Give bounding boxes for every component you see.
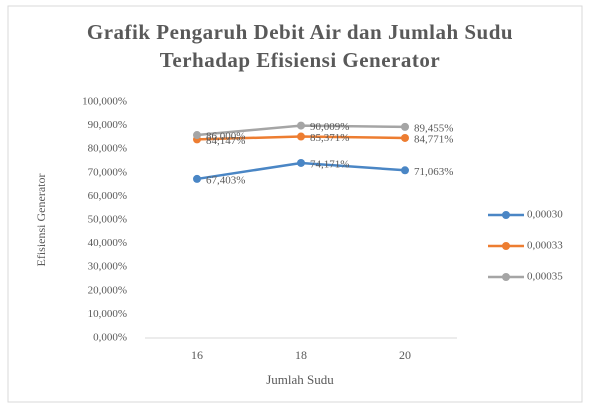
data-point: [297, 132, 305, 141]
y-tick-label: 50,000%: [88, 214, 127, 226]
y-tick-label: 30,000%: [88, 261, 127, 273]
y-tick-label: 10,000%: [88, 308, 127, 320]
x-axis-label: Jumlah Sudu: [266, 372, 334, 387]
data-point: [297, 158, 305, 167]
data-label: 84,771%: [414, 133, 453, 145]
legend-marker: [502, 211, 510, 219]
data-point: [193, 174, 201, 183]
data-label: 90,009%: [310, 121, 349, 133]
chart-title: Grafik Pengaruh Debit Air dan Jumlah Sud…: [86, 20, 514, 72]
x-tick-label: 16: [191, 348, 203, 362]
data-point: [401, 122, 409, 131]
data-label: 86,000%: [206, 131, 245, 143]
y-tick-label: 80,000%: [88, 143, 127, 155]
y-tick-label: 40,000%: [88, 237, 127, 249]
data-label: 85,371%: [310, 132, 349, 144]
x-tick-label: 18: [295, 348, 307, 362]
data-point: [193, 131, 201, 140]
y-tick-label: 90,000%: [88, 119, 127, 131]
y-tick-label: 70,000%: [88, 166, 127, 178]
legend-label: 0,00035: [527, 271, 563, 283]
legend-marker: [502, 273, 510, 281]
legend-marker: [502, 242, 510, 250]
data-point: [297, 121, 305, 130]
data-point: [401, 166, 409, 175]
legend-label: 0,00030: [527, 209, 563, 221]
legend-label: 0,00033: [527, 240, 563, 252]
chart-border: [7, 5, 583, 403]
y-tick-label: 20,000%: [88, 284, 127, 296]
x-tick-label: 20: [399, 348, 411, 362]
y-axis-label: Efisiensi Generator: [34, 174, 48, 267]
data-label: 67,403%: [206, 174, 245, 186]
y-tick-label: 60,000%: [88, 190, 127, 202]
data-label: 89,455%: [414, 122, 453, 134]
data-label: 74,171%: [310, 158, 349, 170]
data-label: 84,147%: [206, 135, 245, 147]
data-label: 71,063%: [414, 166, 453, 178]
data-point: [401, 133, 409, 142]
y-tick-label: 100,000%: [82, 96, 127, 108]
y-tick-label: 0,000%: [93, 332, 127, 344]
